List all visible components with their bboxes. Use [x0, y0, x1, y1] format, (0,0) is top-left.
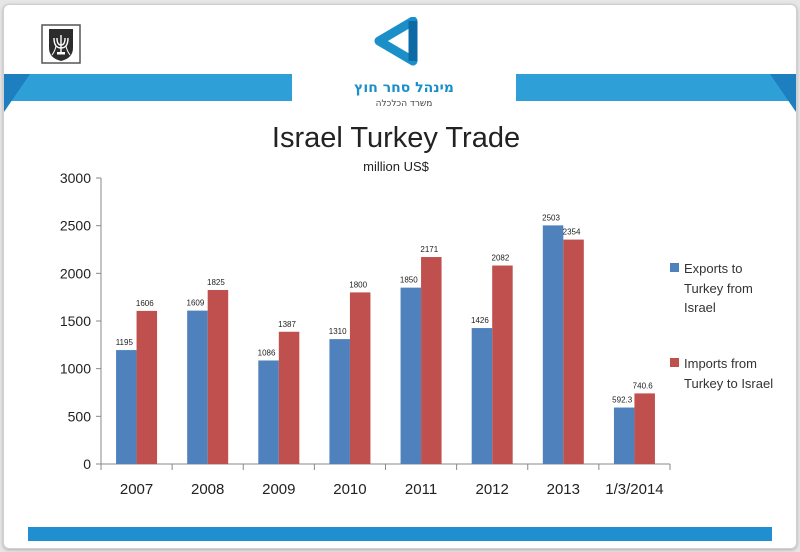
data-label: 592.3 [612, 396, 633, 405]
header-wing-left [4, 74, 30, 112]
ministry-name: משרד הכלכלה [375, 99, 433, 109]
x-tick-label: 2009 [262, 481, 295, 498]
legend-label-exports: Exports to Turkey from Israel [684, 261, 753, 315]
data-label: 1800 [349, 280, 367, 289]
bar-imports [634, 393, 655, 464]
data-label: 1387 [278, 320, 296, 329]
organization-name: מינהל סחר חוץ [354, 80, 454, 96]
data-label: 1850 [400, 276, 418, 285]
trade-administration-logo-icon [374, 17, 418, 66]
y-tick-label: 500 [68, 408, 92, 424]
footer-band [28, 527, 772, 541]
trade-chart: Israel Turkey Trade million US$ 0 500 1000… [60, 122, 671, 498]
y-tick-label: 1500 [60, 313, 91, 329]
y-tick-label: 2500 [60, 218, 91, 234]
data-label: 1195 [116, 338, 134, 347]
data-label: 1310 [329, 327, 347, 336]
bar-exports [329, 339, 350, 464]
data-label: 1606 [136, 299, 154, 308]
bar-exports [116, 350, 137, 464]
bar-imports [421, 257, 442, 464]
header-band-right [516, 74, 796, 101]
data-label: 740.6 [633, 381, 654, 390]
legend-swatch-exports [670, 263, 679, 272]
data-label: 2082 [492, 254, 510, 263]
data-label: 1426 [471, 316, 489, 325]
bar-imports [349, 292, 371, 464]
bar-imports [563, 239, 584, 464]
data-label: 2503 [542, 213, 560, 222]
slide: מינהל סחר חוץ משרד הכלכלה Israel Turkey … [3, 4, 797, 549]
y-tick-label: 3000 [60, 170, 91, 186]
x-tick-label: 2013 [547, 481, 580, 498]
bar-exports [258, 360, 279, 464]
x-tick-label: 2012 [476, 481, 509, 498]
header-wing-right [770, 74, 796, 112]
x-tick-label: 2008 [191, 481, 224, 498]
bar-imports [492, 265, 513, 464]
legend-label-imports: Imports from Turkey to Israel [684, 356, 774, 391]
x-tick-label: 2011 [405, 481, 437, 498]
state-emblem-icon [41, 24, 81, 64]
bar-imports [278, 331, 300, 464]
y-tick-label: 2000 [60, 265, 91, 281]
data-label: 1609 [187, 299, 205, 308]
bar-exports [542, 225, 564, 464]
bar-exports [187, 310, 208, 464]
x-tick-label: 2010 [333, 481, 366, 498]
data-label: 1825 [207, 278, 225, 287]
bar-exports [613, 407, 635, 464]
data-label: 1086 [258, 348, 276, 357]
chart-title: Israel Turkey Trade [272, 122, 520, 154]
x-tick-label: 1/3/2014 [605, 481, 663, 498]
header-band-left [4, 74, 292, 101]
data-label: 2171 [420, 245, 438, 254]
y-tick-label: 0 [83, 456, 91, 472]
bar-exports [471, 328, 493, 464]
plot-area: 0 500 1000 1500 2000 2500 3000 2007 1195 1606 2008… [60, 170, 671, 498]
bar-imports [136, 310, 158, 464]
x-tick-label: 2007 [120, 481, 153, 498]
bar-exports [400, 287, 422, 464]
data-label: 2354 [563, 228, 581, 237]
legend-swatch-imports [670, 358, 679, 367]
chart-subtitle: million US$ [363, 159, 430, 174]
bar-imports [207, 290, 229, 464]
y-tick-label: 1000 [60, 361, 91, 377]
